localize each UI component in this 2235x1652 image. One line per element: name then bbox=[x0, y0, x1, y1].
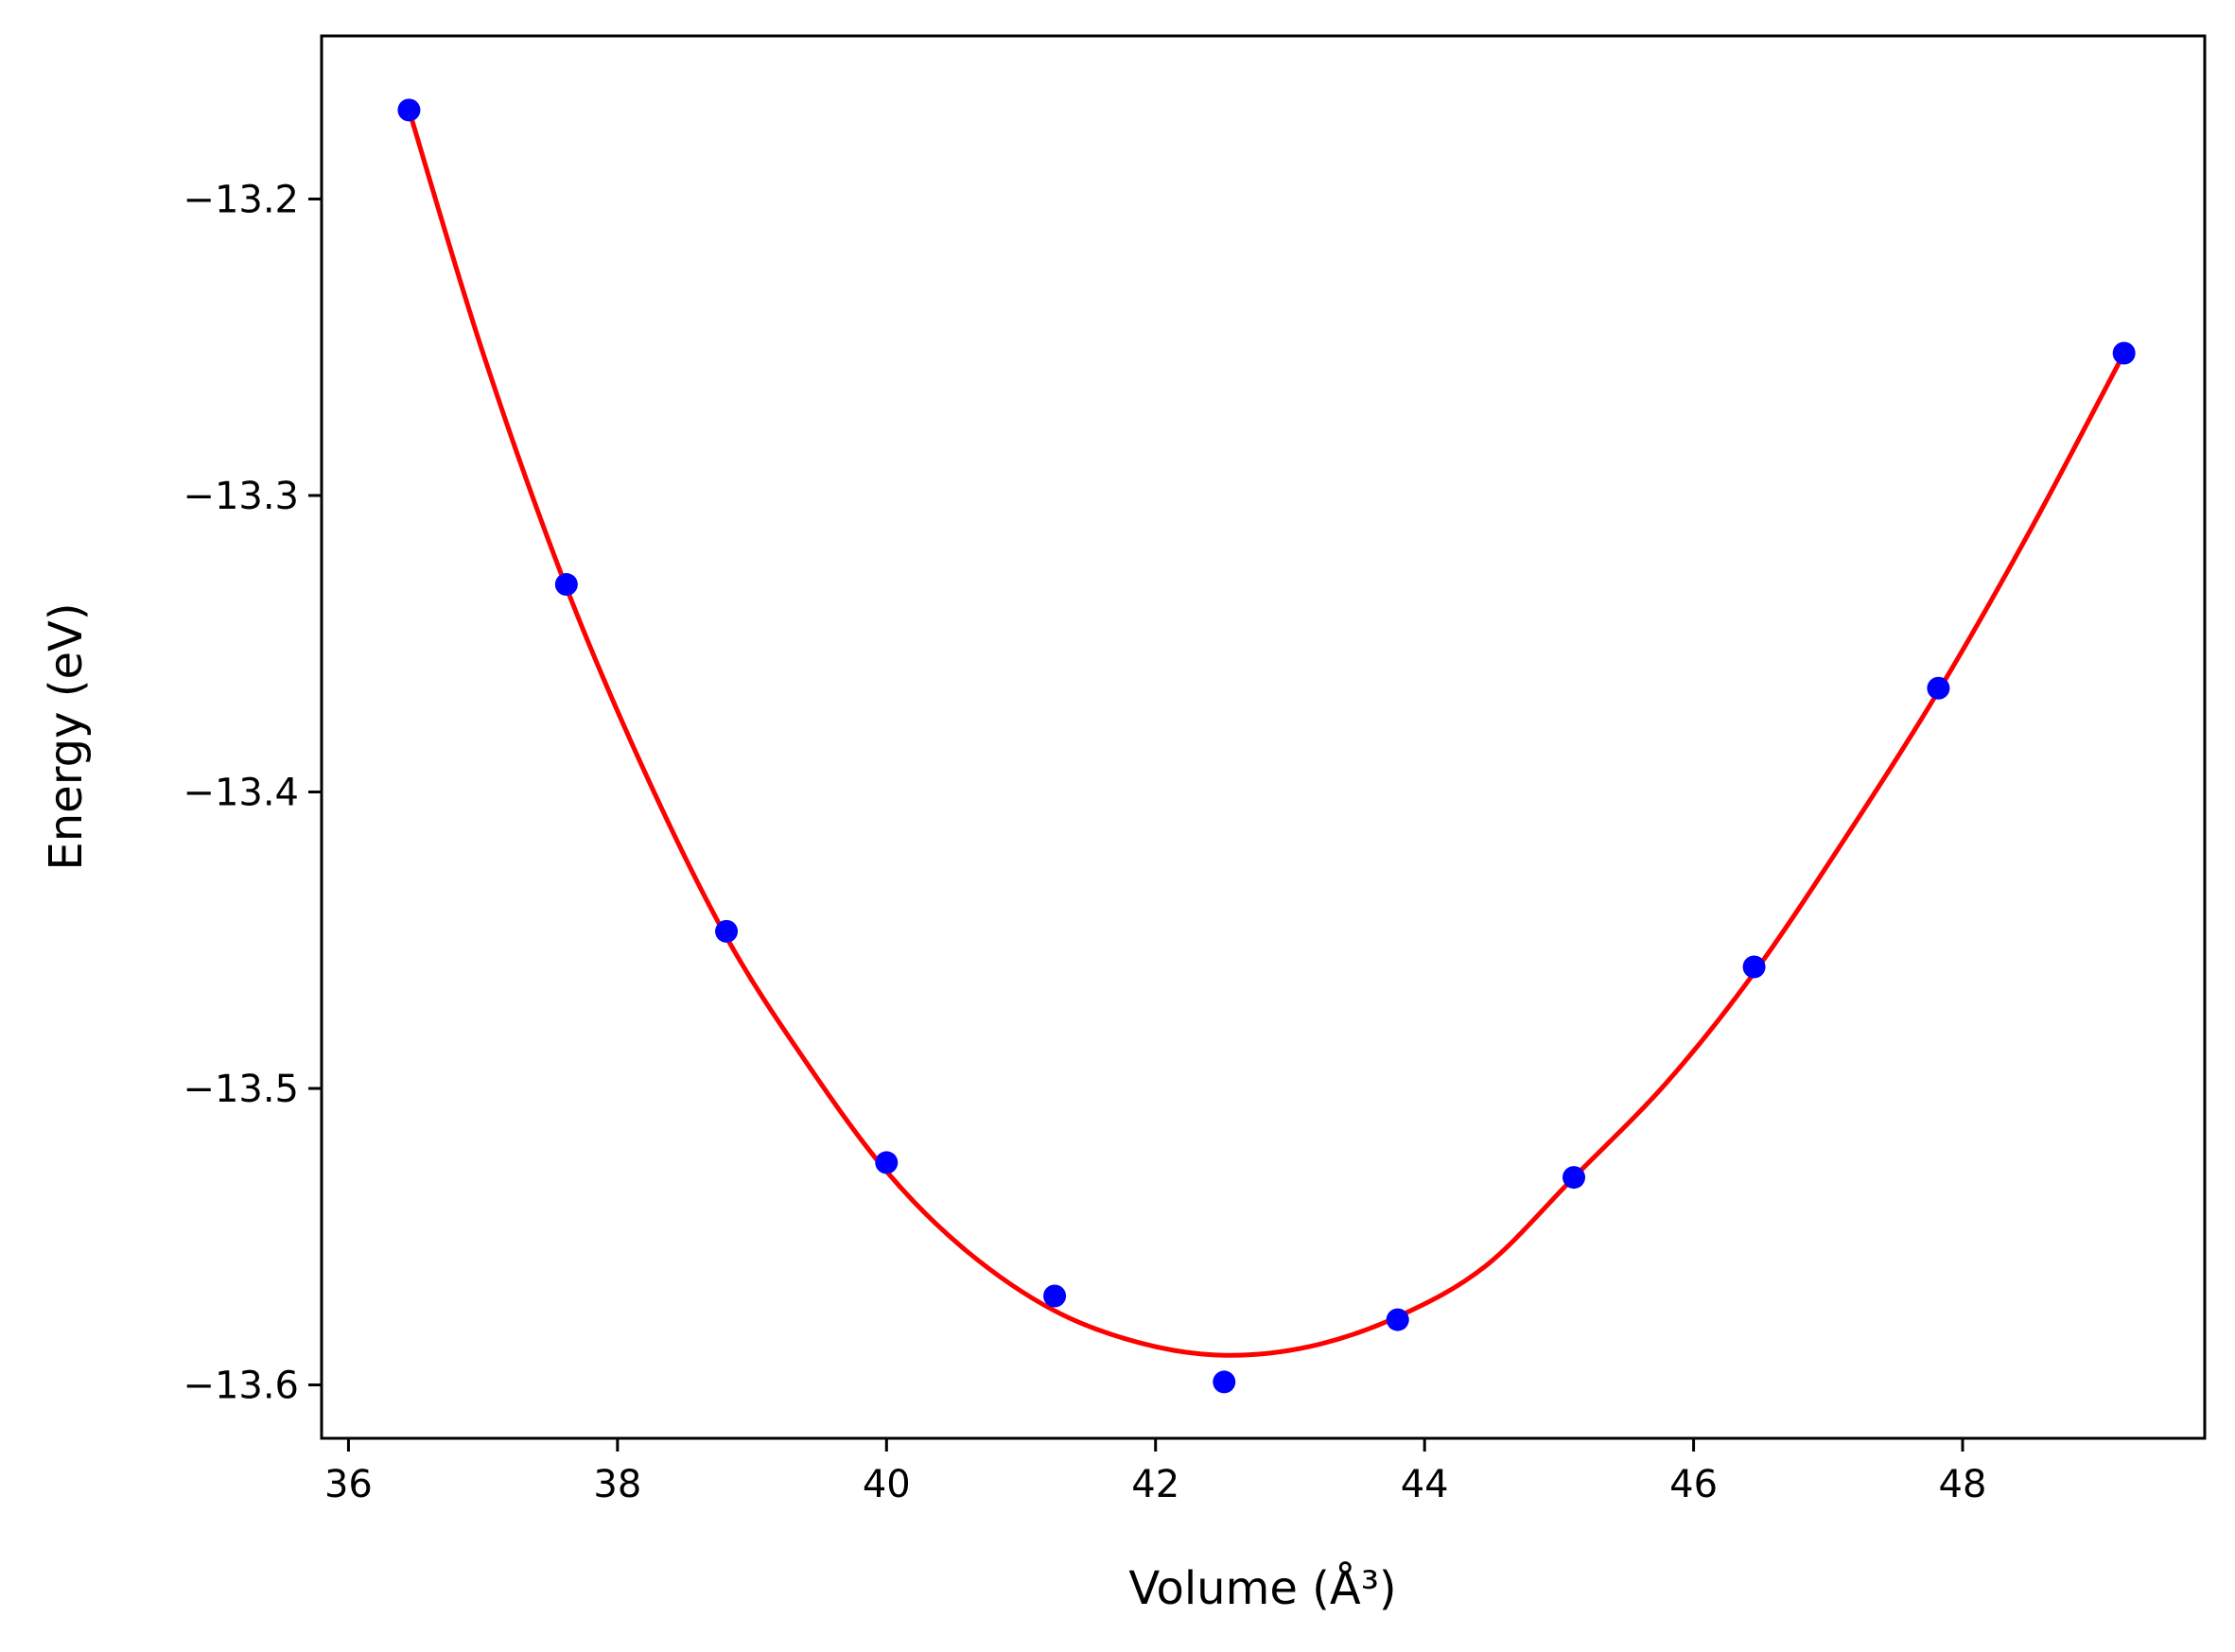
x-tick-label: 36 bbox=[324, 1463, 373, 1506]
y-tick-label: −13.3 bbox=[183, 475, 299, 518]
y-tick-label: −13.4 bbox=[183, 772, 299, 815]
y-tick-label: −13.2 bbox=[183, 178, 299, 221]
y-axis-label: Energy (eV) bbox=[40, 602, 93, 870]
x-axis-ticks: 36 38 40 42 44 46 48 bbox=[324, 1438, 1986, 1506]
data-points bbox=[397, 98, 2136, 1394]
plot-frame bbox=[320, 34, 2207, 1440]
y-tick-label: −13.5 bbox=[183, 1068, 299, 1111]
x-tick-label: 38 bbox=[593, 1463, 641, 1506]
x-tick-label: 44 bbox=[1401, 1463, 1449, 1506]
x-tick-label: 48 bbox=[1939, 1463, 1987, 1506]
y-tick-label: −13.6 bbox=[183, 1365, 299, 1408]
data-point bbox=[875, 1151, 899, 1174]
x-tick-label: 42 bbox=[1131, 1463, 1179, 1506]
data-point bbox=[397, 98, 421, 122]
y-axis-ticks: −13.2 −13.3 −13.4 −13.5 −13.6 bbox=[183, 178, 322, 1408]
data-point bbox=[1563, 1166, 1586, 1190]
data-point bbox=[1927, 676, 1950, 700]
x-tick-label: 46 bbox=[1669, 1463, 1718, 1506]
data-point bbox=[715, 919, 739, 943]
fit-curve bbox=[407, 109, 2126, 1358]
data-point bbox=[1213, 1370, 1236, 1394]
data-point bbox=[1742, 955, 1766, 979]
data-point bbox=[1386, 1308, 1409, 1331]
data-point bbox=[1043, 1284, 1067, 1308]
data-point bbox=[554, 573, 578, 597]
x-tick-label: 40 bbox=[863, 1463, 911, 1506]
x-axis-label: Volume (Å³) bbox=[1128, 1561, 1396, 1615]
data-point bbox=[2112, 341, 2136, 365]
